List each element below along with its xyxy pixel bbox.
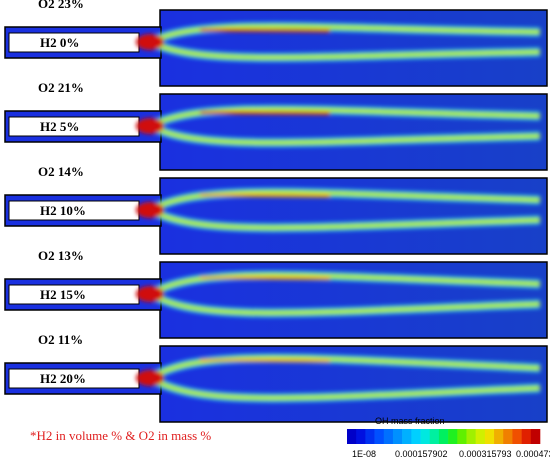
flame-root xyxy=(136,370,164,386)
flame-core xyxy=(199,358,331,363)
flame-core xyxy=(199,28,331,33)
panel: O2 21% H2 5% xyxy=(4,80,548,171)
o2-label: O2 23% xyxy=(38,0,84,11)
flame-root xyxy=(136,118,164,134)
combustor xyxy=(159,177,548,255)
h2-label: H2 10% xyxy=(40,203,86,218)
flame-streak xyxy=(149,208,541,230)
panel: O2 23% H2 0% xyxy=(4,0,548,87)
colorbar-tick-label: 0.000157902 xyxy=(395,449,448,459)
combustor xyxy=(159,9,548,87)
flame xyxy=(136,104,541,148)
o2-label: O2 11% xyxy=(38,332,83,347)
flame-root xyxy=(136,286,164,302)
colorbar-swatch xyxy=(411,429,421,444)
flame-streak xyxy=(149,40,541,59)
colorbar-swatch xyxy=(530,429,541,444)
h2-label: H2 0% xyxy=(40,35,79,50)
colorbar-swatch xyxy=(448,429,458,444)
colorbar-swatch xyxy=(484,429,495,444)
colorbar-swatch xyxy=(356,429,366,444)
o2-label: O2 13% xyxy=(38,248,84,263)
colorbar-title: OH mass fraction xyxy=(375,416,445,426)
h2-label: H2 15% xyxy=(40,287,86,302)
panel: O2 14% H2 10% xyxy=(4,164,548,255)
flame-streak xyxy=(149,356,541,380)
colorbar-swatch xyxy=(512,429,522,444)
colorbar-swatch xyxy=(383,429,394,444)
colorbar-tick-label: 0.00047368 xyxy=(516,449,550,459)
flame-core xyxy=(199,193,331,198)
o2-label: O2 14% xyxy=(38,164,84,179)
panel: O2 11% H2 20% xyxy=(4,332,548,423)
colorbar-swatch xyxy=(494,429,504,444)
note: *H2 in volume % & O2 in mass % xyxy=(30,428,211,443)
colorbar-swatch xyxy=(392,429,403,444)
colorbar-tick-label: 1E-08 xyxy=(352,449,376,459)
flame xyxy=(136,22,541,62)
flame-streak xyxy=(149,25,541,44)
colorbar-swatch xyxy=(457,429,467,444)
colorbar-swatch xyxy=(374,429,385,444)
flame-streak xyxy=(149,376,541,400)
flame xyxy=(136,353,541,403)
colorbar-swatch xyxy=(438,429,449,444)
flame-root xyxy=(136,202,164,218)
h2-label: H2 20% xyxy=(40,371,86,386)
colorbar-tick-label: 0.000315793 xyxy=(459,449,512,459)
colorbar-swatch xyxy=(429,429,440,444)
panel: O2 13% H2 15% xyxy=(4,248,548,339)
h2-label: H2 5% xyxy=(40,119,79,134)
combustor xyxy=(159,93,548,171)
flame-streak xyxy=(149,124,541,145)
flame-streak xyxy=(149,273,541,296)
colorbar-swatch xyxy=(466,429,476,444)
flame-core xyxy=(199,276,331,280)
colorbar-swatch xyxy=(402,429,412,444)
flame xyxy=(136,270,541,318)
o2-label: O2 21% xyxy=(38,80,84,95)
colorbar-swatch xyxy=(475,429,486,444)
flame-core xyxy=(199,111,331,115)
flame-streak xyxy=(149,292,541,315)
colorbar-swatch xyxy=(365,429,375,444)
flame xyxy=(136,187,541,233)
colorbar-swatch xyxy=(420,429,431,444)
flame-streak xyxy=(149,107,541,128)
colorbar-swatch xyxy=(503,429,513,444)
colorbar-swatch xyxy=(521,429,532,444)
colorbar-swatch xyxy=(347,429,357,444)
flame-root xyxy=(136,34,164,50)
flame-streak xyxy=(149,190,541,212)
